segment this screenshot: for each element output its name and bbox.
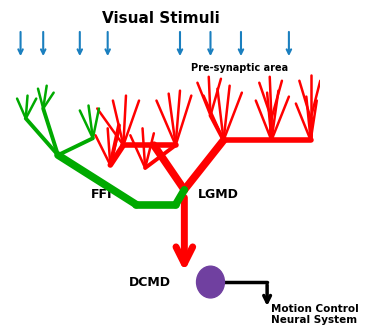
Text: FFI: FFI <box>91 188 112 201</box>
Text: DCMD: DCMD <box>129 276 171 289</box>
Circle shape <box>197 266 224 298</box>
Text: Pre-synaptic area: Pre-synaptic area <box>191 63 288 73</box>
Text: Visual Stimuli: Visual Stimuli <box>102 11 220 26</box>
Text: LGMD: LGMD <box>197 188 238 201</box>
Text: Motion Control
Neural System: Motion Control Neural System <box>272 304 359 326</box>
